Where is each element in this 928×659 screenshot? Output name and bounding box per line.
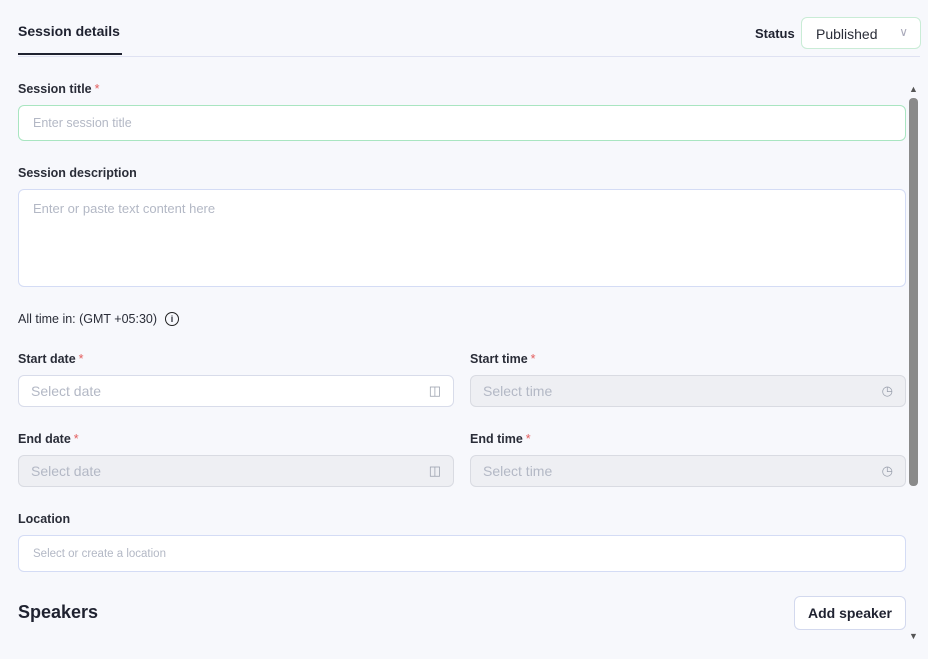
status-label: Status [755, 26, 795, 41]
info-icon[interactable]: i [165, 312, 180, 326]
calendar-icon: ◫ [428, 383, 441, 398]
calendar-icon: ◫ [428, 463, 441, 478]
end-date-label: End date * [18, 432, 79, 446]
session-title-input[interactable]: Enter session title [18, 105, 906, 141]
end-time-input[interactable]: Select time ◷ [470, 455, 906, 487]
clock-icon: ◷ [881, 463, 893, 478]
location-input[interactable]: Select or create a location [18, 535, 906, 572]
location-label: Location [18, 512, 71, 526]
scroll-up-arrow-icon[interactable]: ▲ [909, 84, 918, 94]
clock-icon: ◷ [881, 383, 893, 398]
status-value: Published [816, 26, 878, 42]
scrollbar-thumb[interactable] [909, 98, 918, 486]
tab-divider [18, 56, 920, 57]
start-date-label: Start date * [18, 352, 84, 366]
tab-session-details[interactable]: Session details [18, 23, 120, 39]
session-description-label: Session description [18, 166, 137, 180]
start-time-input[interactable]: Select time ◷ [470, 375, 906, 407]
session-description-textarea[interactable]: Enter or paste text content here [18, 189, 906, 287]
active-tab-indicator [18, 53, 122, 55]
timezone-note: All time in: (GMT +05:30) i [18, 312, 180, 326]
end-time-label: End time * [470, 432, 531, 446]
start-time-label: Start time * [470, 352, 536, 366]
session-title-label: Session title * [18, 82, 100, 96]
start-date-input[interactable]: Select date ◫ [18, 375, 454, 407]
add-speaker-button[interactable]: Add speaker [794, 596, 906, 630]
end-date-input[interactable]: Select date ◫ [18, 455, 454, 487]
scroll-down-arrow-icon[interactable]: ▼ [909, 631, 918, 641]
chevron-down-icon: ∨ [899, 25, 908, 39]
status-select[interactable]: Published ∨ [801, 17, 921, 49]
speakers-heading: Speakers [18, 602, 99, 622]
